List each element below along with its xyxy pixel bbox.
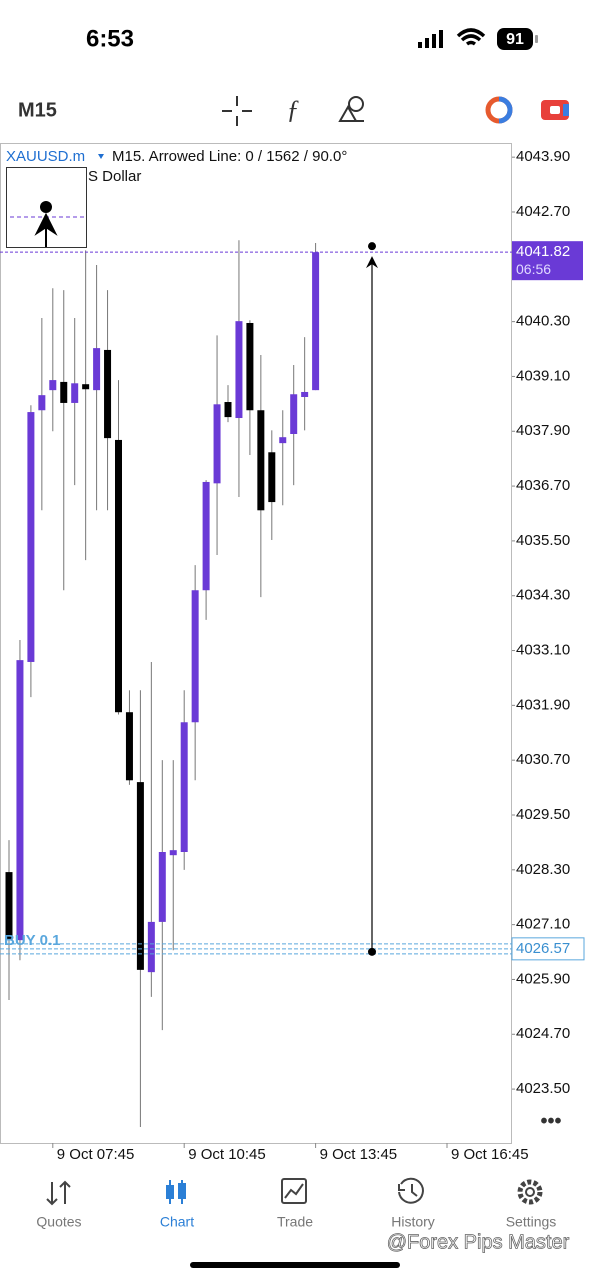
wifi-icon	[456, 28, 486, 46]
candle-body	[301, 391, 309, 397]
candle-body	[16, 660, 24, 941]
candle-body	[71, 383, 79, 403]
candle-body	[49, 380, 57, 391]
x-tick-label: 9 Oct 10:45	[188, 1146, 266, 1163]
y-tick-label: 4023.50	[516, 1080, 570, 1097]
y-tick-label: 4039.10	[516, 367, 570, 384]
chart-icon[interactable]	[166, 1180, 186, 1204]
y-tick-label: 4037.90	[516, 422, 570, 439]
candle-body	[136, 782, 144, 970]
more-button[interactable]: •••	[540, 1110, 561, 1132]
position-price: 4026.57	[516, 940, 570, 957]
current-price-box	[512, 241, 583, 281]
candle-body	[257, 410, 265, 511]
position-label: BUY 0.1	[4, 932, 60, 949]
candle-body	[5, 872, 13, 941]
quotes-icon[interactable]	[46, 1180, 71, 1206]
y-tick-label: 4025.90	[516, 970, 570, 987]
crosshair-button[interactable]	[222, 96, 252, 126]
account-button[interactable]	[485, 96, 513, 124]
candle-body	[268, 452, 276, 503]
arrowed-line-start	[368, 947, 376, 956]
arrowed-line-head	[366, 256, 378, 269]
signal-icon	[418, 30, 443, 48]
candle-body	[246, 322, 254, 411]
watermark: @Forex Pips Master	[387, 1231, 570, 1253]
candle-body	[290, 394, 298, 435]
candle-body	[104, 349, 112, 439]
candle-body	[60, 381, 68, 403]
candle-body	[115, 439, 122, 713]
symbol-description: S Dollar	[88, 168, 141, 185]
x-tick-label: 9 Oct 16:45	[451, 1146, 529, 1163]
y-tick-label: 4043.90	[516, 148, 570, 165]
tab-label[interactable]: Settings	[506, 1214, 557, 1230]
arrowed-line-end	[368, 242, 376, 251]
candle-body	[93, 348, 101, 391]
trade-icon[interactable]	[281, 1178, 307, 1204]
candle-body	[213, 404, 221, 484]
y-tick-label: 4028.30	[516, 861, 570, 878]
preview-dot	[40, 201, 52, 213]
chart-info: M15. Arrowed Line: 0 / 1562 / 90.0°	[112, 148, 347, 165]
symbol-label[interactable]: XAUUSD.m	[6, 148, 85, 165]
y-tick-label: 4040.30	[516, 313, 570, 330]
symbol-dropdown[interactable]	[98, 154, 104, 159]
candle-body	[312, 252, 320, 391]
candle-body	[125, 712, 133, 781]
tab-label[interactable]: Trade	[277, 1214, 313, 1230]
x-tick-label: 9 Oct 13:45	[320, 1146, 398, 1163]
preview-arrow	[34, 212, 58, 247]
y-tick-label: 4033.10	[516, 642, 570, 659]
tab-label[interactable]: History	[391, 1214, 435, 1230]
y-tick-label: 4031.90	[516, 696, 570, 713]
candle-body	[38, 395, 46, 411]
candle-body	[191, 590, 199, 723]
candle-body	[82, 384, 90, 390]
candle-body	[224, 402, 232, 418]
y-tick-label: 4042.70	[516, 203, 570, 220]
battery	[497, 28, 533, 50]
x-tick-label: 9 Oct 07:45	[57, 1146, 135, 1163]
timeframe-button[interactable]: M15	[18, 99, 57, 121]
bar-timer: 06:56	[516, 261, 551, 277]
objects-button[interactable]	[338, 96, 364, 122]
y-tick-label: 4030.70	[516, 751, 570, 768]
history-icon[interactable]	[398, 1177, 424, 1204]
home-indicator	[190, 1262, 400, 1268]
y-tick-label: 4034.30	[516, 587, 570, 604]
settings-icon[interactable]	[517, 1179, 543, 1205]
y-tick-label: 4027.10	[516, 916, 570, 933]
battery-tip	[535, 35, 538, 43]
candle-body	[169, 850, 177, 856]
trade-button[interactable]	[541, 100, 569, 120]
indicators-button[interactable]: ƒ	[287, 95, 300, 124]
candle-body	[27, 412, 35, 662]
status-time: 6:53	[86, 25, 134, 52]
candle-body	[279, 437, 287, 444]
candle-body	[180, 722, 188, 852]
battery-level: 91	[506, 31, 524, 48]
chart-frame	[0, 143, 512, 1144]
candle-body	[147, 921, 155, 973]
tab-label[interactable]: Chart	[160, 1214, 194, 1230]
candle-body	[235, 321, 243, 419]
position-price-box	[511, 937, 585, 961]
y-tick-label: 4035.50	[516, 532, 570, 549]
y-tick-label: 4036.70	[516, 477, 570, 494]
current-price: 4041.82	[516, 243, 570, 260]
candle-body	[202, 481, 210, 591]
candle-body	[158, 851, 166, 922]
tab-label[interactable]: Quotes	[36, 1214, 81, 1230]
y-tick-label: 4024.70	[516, 1025, 570, 1042]
y-tick-label: 4029.50	[516, 806, 570, 823]
